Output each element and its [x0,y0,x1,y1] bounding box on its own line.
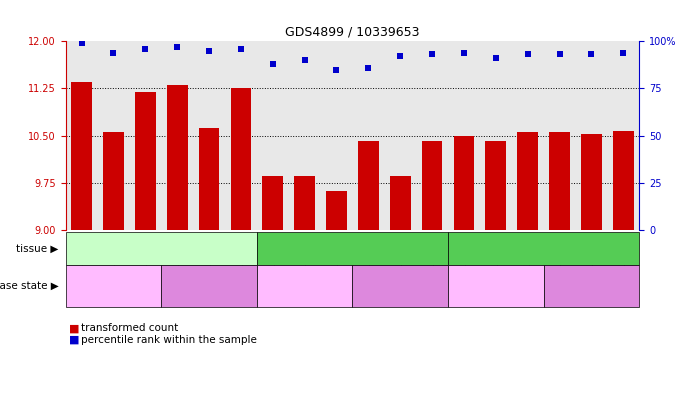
Bar [263,176,283,230]
Point [267,61,278,67]
Text: liver: liver [341,244,364,253]
Bar [581,134,602,230]
Point [522,51,533,58]
Bar [167,85,187,230]
Point [426,51,437,58]
Point [363,64,374,71]
Bar [453,136,474,230]
Point [236,46,247,52]
Point [140,46,151,52]
Bar [231,88,252,230]
Text: muscle: muscle [525,244,562,253]
Text: disease state ▶: disease state ▶ [0,281,59,291]
Bar [390,176,410,230]
Bar [518,132,538,230]
Text: white adipose: white adipose [125,244,198,253]
Point [76,40,87,46]
Point [203,48,214,54]
Point [108,50,119,56]
Point [299,57,310,63]
Point [331,66,342,73]
Point [171,44,182,50]
Bar [71,81,92,230]
Text: control: control [481,281,511,290]
Bar [326,191,347,230]
Point [395,53,406,59]
Text: transformed count: transformed count [81,323,178,333]
Text: control: control [290,281,319,290]
Bar [549,132,570,230]
Title: GDS4899 / 10339653: GDS4899 / 10339653 [285,26,419,39]
Bar [294,176,315,230]
Point [586,51,597,58]
Text: pancreatic cancer-ind
uced cachexia: pancreatic cancer-ind uced cachexia [546,276,637,296]
Point [618,50,629,56]
Text: ■: ■ [69,335,79,345]
Text: percentile rank within the sample: percentile rank within the sample [81,335,257,345]
Text: pancreatic cancer-ind
uced cachexia: pancreatic cancer-ind uced cachexia [163,276,255,296]
Bar [486,141,506,230]
Point [554,51,565,58]
Bar [358,141,379,230]
Text: control: control [99,281,128,290]
Bar [613,131,634,230]
Bar [135,92,155,230]
Text: tissue ▶: tissue ▶ [17,244,59,253]
Bar [422,141,442,230]
Bar [199,128,219,230]
Text: pancreatic cancer-ind
uced cachexia: pancreatic cancer-ind uced cachexia [354,276,446,296]
Point [458,50,469,56]
Point [491,55,502,61]
Text: ■: ■ [69,323,79,333]
Bar [103,132,124,230]
